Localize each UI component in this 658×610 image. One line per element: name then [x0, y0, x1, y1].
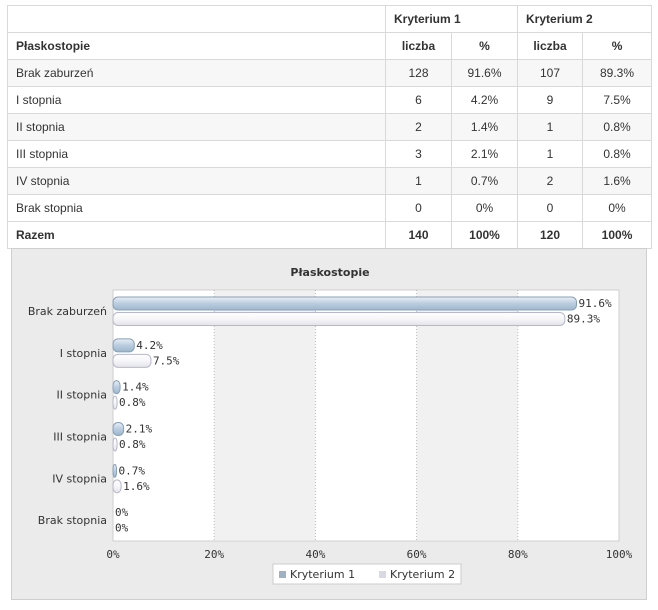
table-row: II stopnia 2 1.4% 1 0.8% [7, 113, 653, 141]
plot-area [112, 289, 620, 542]
chart-title: Płaskostopie [290, 266, 369, 279]
category-label: III stopnia [53, 431, 107, 444]
cell-k1-count: 0 [385, 194, 452, 222]
cell-k2-count: 2 [517, 167, 584, 195]
bar-series-2 [112, 479, 122, 494]
data-label: 4.2% [136, 339, 163, 352]
data-label: 0.8% [119, 396, 146, 409]
table-row: Brak stopnia 0 0% 0 0% [7, 194, 653, 222]
table-sub-header-row: Płaskostopie liczba % liczba % [7, 32, 653, 60]
data-label: 1.4% [122, 381, 149, 394]
data-label: 2.1% [126, 423, 153, 436]
table-row: I stopnia 6 4.2% 9 7.5% [7, 86, 653, 114]
data-label: 0.7% [119, 464, 146, 477]
category-label: II stopnia [56, 389, 107, 402]
x-tick-label: 100% [606, 548, 633, 561]
category-label: I stopnia [60, 347, 107, 360]
row-label: IV stopnia [7, 167, 386, 195]
bar-series-2 [112, 395, 118, 410]
plot-band [214, 291, 316, 540]
cell-k2-pct: 89.3% [582, 59, 653, 87]
bar-series-2 [112, 353, 152, 368]
total-k2-pct: 100% [582, 221, 653, 249]
x-tick-label: 20% [204, 548, 224, 561]
row-label: Brak zaburzeń [7, 59, 386, 87]
legend-label-series-2: Kryterium 2 [390, 568, 455, 581]
cell-k1-count: 2 [385, 113, 452, 141]
legend-swatch-series-2 [379, 571, 386, 578]
data-label: 7.5% [153, 354, 180, 367]
legend-label-series-1: Kryterium 1 [290, 568, 355, 581]
statistics-table: Kryterium 1 Kryterium 2 Płaskostopie lic… [7, 5, 653, 249]
cell-k2-pct: 0.8% [582, 113, 653, 141]
bar-series-1 [112, 463, 118, 478]
cell-k1-pct: 91.6% [450, 59, 519, 87]
cell-k2-pct: 0.8% [582, 140, 653, 168]
table-group-header-row: Kryterium 1 Kryterium 2 [7, 5, 653, 33]
category-label: Brak stopnia [38, 514, 107, 527]
bar-chart: Płaskostopie 0% 20% 40% 60% 80% 100% Brak zabu… [28, 266, 633, 585]
cell-k1-pct: 0% [450, 194, 519, 222]
data-label: 91.6% [578, 297, 611, 310]
cell-k2-pct: 0% [582, 194, 653, 222]
cell-k2-pct: 1.6% [582, 167, 653, 195]
row-label: III stopnia [7, 140, 386, 168]
cell-k1-pct: 0.7% [450, 167, 519, 195]
sub-header-k1-pct: % [450, 32, 519, 60]
group-header-kryterium-2: Kryterium 2 [517, 5, 653, 33]
category-label: Brak zaburzeń [28, 305, 107, 318]
table-row: III stopnia 3 2.1% 1 0.8% [7, 140, 653, 168]
bar-series-2 [112, 312, 566, 326]
cell-k2-count: 9 [517, 86, 584, 114]
sub-header-k1-count: liczba [385, 32, 452, 60]
data-label: 0.8% [119, 438, 146, 451]
bar-series-1 [112, 422, 125, 436]
total-k1-pct: 100% [450, 221, 519, 249]
row-label: II stopnia [7, 113, 386, 141]
bar-series-2 [112, 437, 118, 452]
cell-k2-pct: 7.5% [582, 86, 653, 114]
chart-panel: Płaskostopie 0% 20% 40% 60% 80% 100% Brak zabu… [11, 248, 647, 600]
category-label: IV stopnia [52, 472, 107, 485]
cell-k1-count: 128 [385, 59, 452, 87]
group-header-kryterium-1: Kryterium 1 [384, 5, 519, 33]
cell-k1-count: 1 [385, 167, 452, 195]
row-header-label: Płaskostopie [7, 32, 386, 60]
empty-header-cell [7, 5, 386, 33]
sub-header-k2-pct: % [582, 32, 653, 60]
cell-k1-count: 3 [385, 140, 452, 168]
plot-band [416, 291, 518, 540]
cell-k1-pct: 1.4% [450, 113, 519, 141]
cell-k1-pct: 2.1% [450, 140, 519, 168]
data-label: 89.3% [567, 313, 600, 326]
table-row: Brak zaburzeń 128 91.6% 107 89.3% [7, 59, 653, 87]
data-label: 0% [115, 506, 129, 519]
x-tick-label: 60% [407, 548, 427, 561]
cell-k1-pct: 4.2% [450, 86, 519, 114]
data-label: 0% [115, 522, 129, 535]
cell-k2-count: 107 [517, 59, 584, 87]
bar-series-1 [112, 380, 121, 395]
cell-k1-count: 6 [385, 86, 452, 114]
legend-swatch-series-1 [279, 571, 286, 578]
data-label: 1.6% [123, 480, 150, 493]
row-label: Brak stopnia [7, 194, 386, 222]
legend: Kryterium 1 Kryterium 2 [272, 563, 462, 585]
bar-series-1 [112, 338, 135, 353]
total-label: Razem [7, 221, 386, 249]
x-tick-label: 40% [305, 548, 325, 561]
cell-k2-count: 1 [517, 140, 584, 168]
cell-k2-count: 1 [517, 113, 584, 141]
table-total-row: Razem 140 100% 120 100% [7, 221, 653, 249]
x-tick-label: 80% [508, 548, 528, 561]
bar-series-1 [112, 296, 577, 311]
cell-k2-count: 0 [517, 194, 584, 222]
sub-header-k2-count: liczba [517, 32, 584, 60]
table-row: IV stopnia 1 0.7% 2 1.6% [7, 167, 653, 195]
x-tick-label: 0% [106, 548, 120, 561]
row-label: I stopnia [7, 86, 386, 114]
total-k1-count: 140 [385, 221, 452, 249]
legend-box [272, 563, 462, 585]
total-k2-count: 120 [517, 221, 584, 249]
